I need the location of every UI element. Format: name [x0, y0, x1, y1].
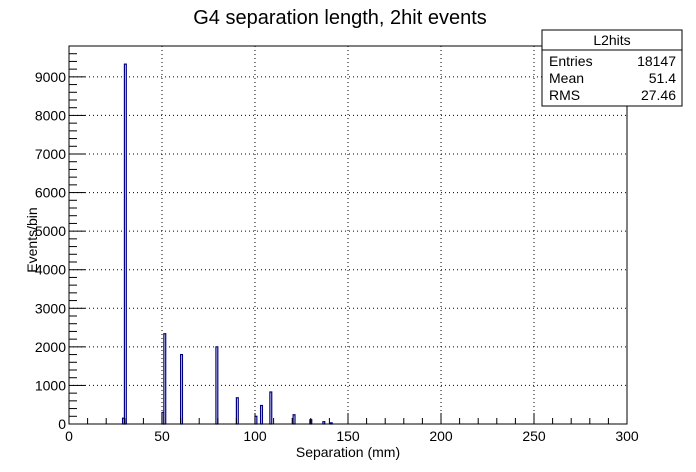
stats-mean-label: Mean	[549, 70, 584, 86]
grid-lines	[69, 46, 627, 424]
chart-title: G4 separation length, 2hit events	[193, 7, 487, 29]
x-tick-label: 300	[615, 428, 639, 444]
stats-box-frame	[541, 29, 683, 107]
histogram-bar	[292, 414, 296, 425]
y-tick-label: 4000	[35, 262, 66, 278]
histogram-bar	[180, 353, 184, 425]
y-tick-label: 2000	[35, 339, 66, 355]
y-tick-label: 8000	[35, 107, 66, 123]
stats-entries-value: 18147	[637, 53, 676, 69]
x-tick-label: 0	[65, 428, 73, 444]
y-tick-label: 7000	[35, 146, 66, 162]
y-tick-label: 6000	[35, 185, 66, 201]
y-tick-label: 1000	[35, 377, 66, 393]
x-axis: 0 50 100 150 200 250 300	[65, 413, 639, 444]
y-axis-label: Events/bin	[24, 207, 40, 272]
histogram-bar	[163, 333, 167, 425]
y-tick-label: 0	[58, 416, 66, 432]
x-tick-label: 250	[522, 428, 546, 444]
stats-entries-label: Entries	[549, 53, 593, 69]
x-tick-label: 100	[243, 428, 267, 444]
histogram-bar	[123, 63, 127, 425]
stats-rms-value: 27.46	[641, 87, 676, 103]
y-tick-label: 9000	[35, 69, 66, 85]
histogram-bar	[215, 346, 219, 425]
histogram-bars	[121, 63, 333, 425]
stats-box: L2hits Entries 18147 Mean 51.4 RMS 27.46	[541, 29, 683, 107]
y-tick-label: 5000	[35, 223, 66, 239]
x-tick-label: 200	[429, 428, 453, 444]
y-axis: 0 1000 2000 3000 4000 5000 6000 7000 8000 9000	[35, 45, 85, 432]
stats-rms-label: RMS	[549, 87, 580, 103]
stats-box-name: L2hits	[593, 32, 630, 48]
x-tick-label: 150	[336, 428, 360, 444]
histogram-bar	[269, 391, 273, 425]
stats-mean-value: 51.4	[649, 70, 676, 86]
x-tick-label: 50	[154, 428, 170, 444]
y-tick-label: 3000	[35, 300, 66, 316]
histogram-bar	[259, 404, 264, 425]
x-axis-label: Separation (mm)	[296, 444, 400, 460]
